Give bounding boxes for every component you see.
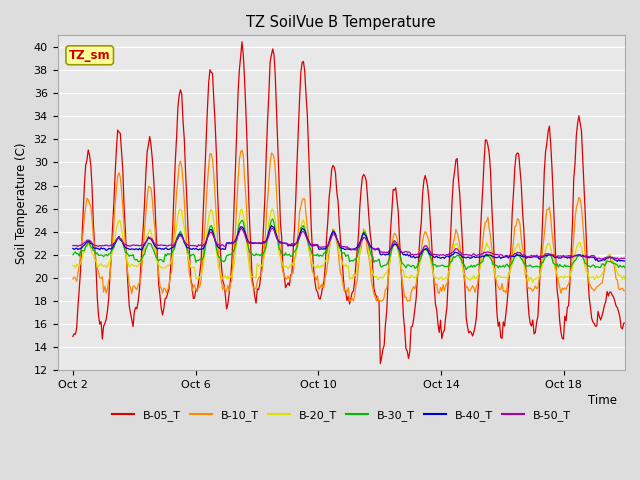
Y-axis label: Soil Temperature (C): Soil Temperature (C) [15,142,28,264]
B-40_T [453,250,461,256]
B-05_T [497,335,504,340]
B-50_T [615,256,623,262]
B-40_T [507,254,515,260]
B-50_T [577,252,584,258]
B-50_T [507,253,515,259]
B-40_T [111,240,119,246]
B-30_T [508,259,516,265]
B-30_T [390,240,398,246]
B-20_T [111,233,119,239]
B-10_T [578,205,586,211]
B-50_T [390,238,398,243]
B-10_T [238,147,246,153]
B-05_T [508,209,516,215]
B-20_T [390,240,398,246]
B-05_T [238,39,246,45]
B-30_T [69,252,77,258]
B-05_T [392,185,399,191]
B-40_T [621,258,629,264]
B-10_T [508,251,516,257]
B-30_T [111,240,119,246]
B-50_T [621,255,629,261]
B-30_T [497,264,504,270]
B-50_T [453,246,461,252]
B-20_T [69,263,77,268]
B-10_T [346,298,353,304]
B-05_T [376,360,384,366]
B-30_T [578,252,586,258]
B-10_T [454,235,462,241]
B-05_T [578,128,586,133]
B-20_T [269,206,276,212]
B-40_T [390,242,398,248]
B-50_T [69,242,77,248]
B-20_T [578,245,586,251]
B-30_T [462,267,470,273]
B-30_T [621,265,629,271]
B-10_T [392,232,399,238]
Line: B-20_T: B-20_T [73,209,625,283]
B-20_T [529,280,536,286]
B-50_T [111,240,119,245]
Line: B-30_T: B-30_T [73,219,625,270]
B-50_T [495,252,503,258]
Title: TZ SoilVue B Temperature: TZ SoilVue B Temperature [246,15,436,30]
B-10_T [111,201,119,206]
B-05_T [69,334,77,339]
B-40_T [268,223,275,228]
B-05_T [454,177,462,183]
B-20_T [621,276,629,282]
Line: B-10_T: B-10_T [73,150,625,301]
Line: B-50_T: B-50_T [73,228,625,259]
B-10_T [621,288,629,294]
B-10_T [497,287,504,292]
B-40_T [69,246,77,252]
Line: B-05_T: B-05_T [73,42,625,363]
B-20_T [507,266,515,272]
B-30_T [453,252,461,258]
B-05_T [111,171,119,177]
Line: B-40_T: B-40_T [73,226,625,261]
B-40_T [614,258,621,264]
B-05_T [621,320,629,326]
B-20_T [495,274,503,279]
B-10_T [69,276,77,282]
B-40_T [577,252,584,258]
B-50_T [269,226,276,231]
X-axis label: Time: Time [588,394,617,407]
B-30_T [269,216,276,222]
B-20_T [453,240,461,246]
Text: TZ_sm: TZ_sm [69,49,111,62]
B-40_T [495,254,503,260]
Legend: B-05_T, B-10_T, B-20_T, B-30_T, B-40_T, B-50_T: B-05_T, B-10_T, B-20_T, B-30_T, B-40_T, … [107,406,575,425]
